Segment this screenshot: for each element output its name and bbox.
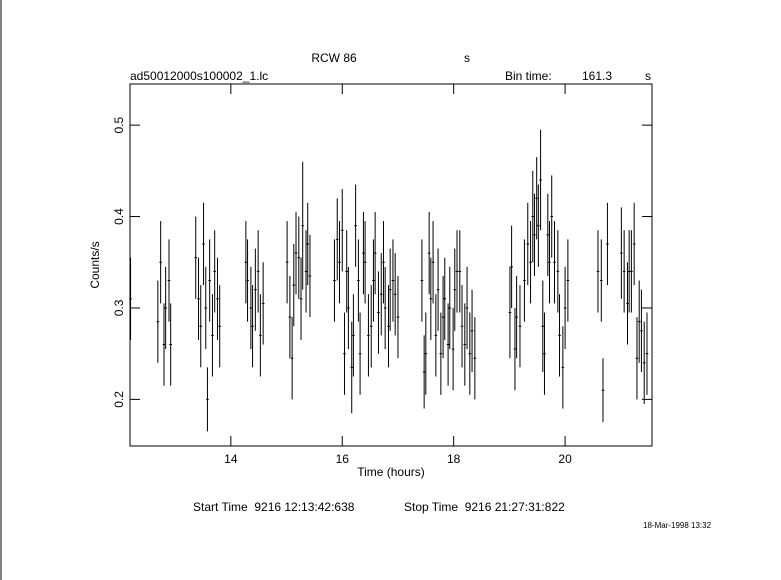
x-tick-label: 14 [224, 452, 238, 466]
bin-time: 161.3 [582, 69, 612, 83]
date-stamp: 18-Mar-1998 13:32 [643, 521, 712, 530]
x-tick-label: 20 [558, 452, 572, 466]
x-tick-label: 18 [447, 452, 461, 466]
y-tick-label: 0.2 [112, 391, 126, 408]
title-unit: s [464, 51, 470, 65]
y-tick-label: 0.4 [112, 208, 126, 225]
x-axis-label: Time (hours) [357, 465, 425, 479]
stop-time: Stop Time 9216 21:27:31:822 [404, 500, 565, 514]
bin-time-unit: s [645, 69, 651, 83]
chart-title: RCW 86 [311, 51, 357, 65]
plot-frame [129, 83, 653, 447]
y-axis-label: Counts/s [88, 241, 102, 288]
bin-time-label: Bin time: [505, 69, 552, 83]
y-tick-label: 0.5 [112, 116, 126, 133]
start-time: Start Time 9216 12:13:42:638 [193, 500, 355, 514]
x-tick-label: 16 [336, 452, 350, 466]
file-name: ad50012000s100002_1.lc [130, 69, 268, 83]
y-tick-label: 0.3 [112, 299, 126, 316]
